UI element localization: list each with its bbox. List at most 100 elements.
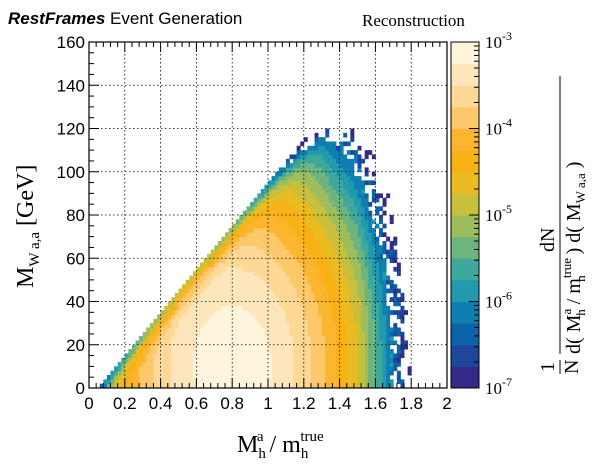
heatmap-cell	[378, 253, 383, 259]
heatmap-cell	[332, 297, 337, 302]
heatmap-cell	[264, 271, 269, 276]
heatmap-cell	[293, 292, 298, 298]
heatmap-cell	[361, 249, 366, 255]
heatmap-cell	[300, 310, 305, 315]
heatmap-cell	[296, 379, 301, 385]
heatmap-cell	[339, 189, 344, 194]
heatmap-cell	[257, 227, 262, 233]
heatmap-cell	[321, 357, 326, 363]
heatmap-cell	[296, 284, 301, 289]
heatmap-cell	[314, 167, 319, 173]
heatmap-cell	[336, 232, 340, 238]
heatmap-cell	[307, 197, 312, 203]
heatmap-cell	[214, 318, 219, 324]
heatmap-cell	[235, 249, 240, 255]
heatmap-cell	[192, 297, 197, 302]
heatmap-cell	[339, 215, 344, 220]
heatmap-cell	[257, 310, 262, 315]
heatmap-cell	[268, 288, 272, 294]
heatmap-cell	[328, 180, 333, 186]
heatmap-cell	[296, 383, 301, 389]
heatmap-cell	[128, 379, 133, 385]
heatmap-cell	[314, 245, 319, 251]
heatmap-cell	[346, 379, 351, 385]
heatmap-cell	[246, 379, 251, 385]
heatmap-cell	[343, 206, 348, 212]
heatmap-cell	[357, 301, 362, 307]
heatmap-cell	[142, 383, 147, 389]
heatmap-cell	[250, 227, 255, 233]
heatmap-cell	[239, 336, 244, 341]
heatmap-cell	[310, 215, 315, 220]
heatmap-cell	[278, 223, 283, 229]
heatmap-cell	[167, 323, 172, 328]
heatmap-cell	[246, 253, 251, 259]
heatmap-cell	[353, 262, 358, 268]
heatmap-cell	[228, 232, 233, 238]
heatmap-cell	[339, 232, 344, 238]
heatmap-cell	[339, 366, 344, 372]
heatmap-cell	[303, 210, 308, 216]
heatmap-cell	[303, 318, 308, 324]
heatmap-cell	[199, 383, 204, 389]
heatmap-cell	[253, 279, 258, 285]
heatmap-cell	[339, 219, 344, 225]
heatmap-cell	[336, 262, 340, 268]
heatmap-cell	[368, 262, 373, 268]
heatmap-cell	[253, 340, 258, 346]
heatmap-cell	[368, 336, 373, 341]
heatmap-cell	[375, 279, 380, 285]
heatmap-cell	[182, 353, 187, 359]
x-axis-label-sup: a	[257, 429, 264, 445]
heatmap-cell	[185, 375, 190, 380]
heatmap-cell	[364, 288, 369, 294]
heatmap-cell	[303, 279, 308, 285]
heatmap-cell	[293, 297, 298, 302]
heatmap-cell	[275, 314, 280, 320]
heatmap-cell	[268, 379, 272, 385]
heatmap-cell	[253, 323, 258, 328]
heatmap-cell	[353, 284, 358, 289]
color-bar-segment	[451, 106, 479, 130]
heatmap-cell	[328, 215, 333, 220]
heatmap-cell	[282, 288, 287, 294]
heatmap-cell	[346, 318, 351, 324]
heatmap-cell	[368, 314, 373, 320]
heatmap-cell	[167, 314, 172, 320]
x-tick-label: 1.4	[328, 394, 352, 413]
heatmap-cell	[325, 171, 330, 177]
heatmap-cell	[203, 340, 208, 346]
heatmap-cell	[235, 262, 240, 268]
heatmap-cell	[228, 310, 233, 315]
heatmap-cell	[268, 318, 272, 324]
heatmap-cell	[146, 379, 151, 385]
heatmap-cell	[332, 288, 337, 294]
heatmap-cell	[336, 288, 340, 294]
heatmap-cell	[353, 210, 358, 216]
heatmap-cell	[235, 314, 240, 320]
heatmap-cell	[343, 327, 348, 333]
heatmap-cell	[264, 245, 269, 251]
heatmap-cell	[346, 193, 351, 199]
heatmap-cell	[185, 318, 190, 324]
heatmap-cell	[353, 258, 358, 263]
heatmap-cell	[199, 288, 204, 294]
heatmap-cell	[296, 271, 301, 276]
heatmap-cell	[217, 275, 222, 281]
heatmap-cell	[375, 262, 380, 268]
heatmap-cell	[378, 193, 383, 199]
heatmap-cell	[225, 236, 230, 242]
heatmap-cell	[171, 331, 176, 337]
heatmap-cell	[185, 383, 190, 389]
heatmap-cell	[239, 310, 244, 315]
heatmap-cell	[264, 310, 269, 315]
heatmap-cell	[235, 240, 240, 246]
heatmap-cell	[260, 375, 265, 380]
heatmap-cell	[375, 357, 380, 363]
color-bar-segment	[451, 279, 479, 303]
heatmap-cell	[389, 249, 394, 255]
heatmap-cell	[293, 375, 298, 380]
heatmap-cell	[214, 279, 219, 285]
heatmap-cell	[178, 375, 183, 380]
heatmap-cell	[310, 297, 315, 302]
